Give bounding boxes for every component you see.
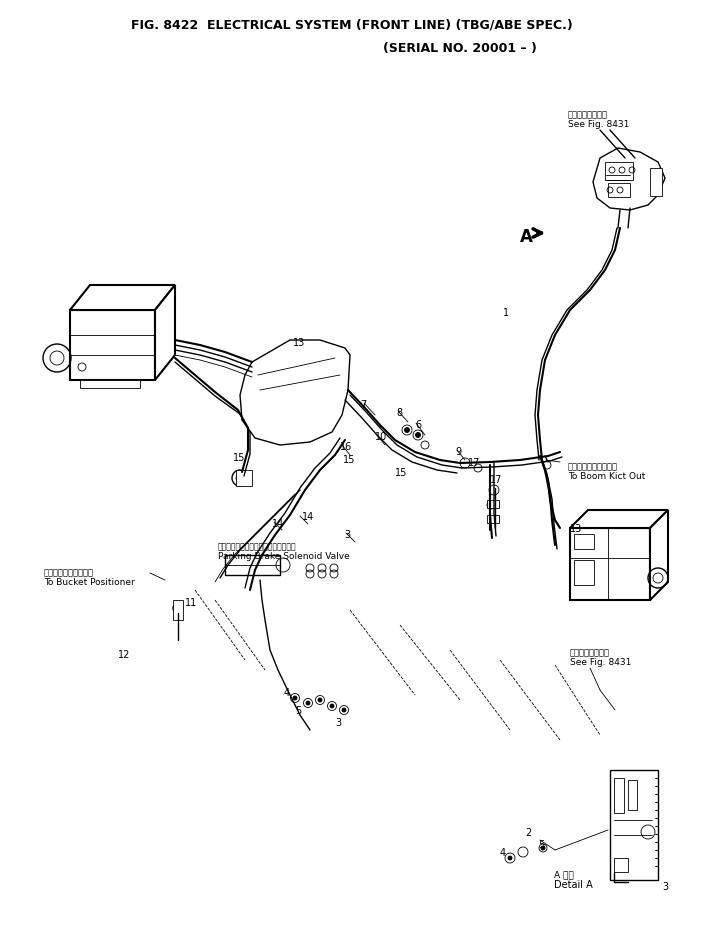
Circle shape — [330, 704, 334, 708]
Text: Parking Brake Solenoid Valve: Parking Brake Solenoid Valve — [218, 552, 350, 561]
Bar — [650, 168, 662, 196]
Text: A: A — [520, 228, 533, 246]
Polygon shape — [155, 285, 175, 380]
Text: 第８４３１図参照: 第８４３１図参照 — [570, 648, 610, 657]
Bar — [608, 183, 630, 197]
Text: 16: 16 — [340, 442, 352, 452]
Bar — [614, 858, 628, 872]
Text: A 詳細: A 詳細 — [554, 870, 574, 879]
Polygon shape — [570, 528, 650, 600]
Text: 14: 14 — [272, 519, 284, 529]
Text: 13: 13 — [570, 524, 582, 534]
Bar — [225, 555, 280, 575]
Circle shape — [508, 856, 512, 860]
Text: ブームキックアウトへ: ブームキックアウトへ — [568, 462, 618, 471]
Text: 7: 7 — [360, 400, 367, 410]
Bar — [173, 600, 183, 620]
Text: 13: 13 — [293, 338, 305, 348]
Polygon shape — [570, 510, 668, 528]
Text: 8: 8 — [396, 408, 402, 418]
Circle shape — [306, 701, 310, 705]
Text: 17: 17 — [490, 475, 503, 485]
Text: 17: 17 — [468, 458, 480, 468]
Text: 6: 6 — [415, 420, 421, 430]
Text: 1: 1 — [503, 308, 509, 318]
Text: 15: 15 — [343, 455, 355, 465]
Text: バケットポジショナへ: バケットポジショナへ — [44, 568, 94, 577]
Text: 10: 10 — [375, 432, 387, 442]
Text: 4: 4 — [500, 848, 506, 858]
Circle shape — [415, 433, 420, 437]
Bar — [574, 560, 594, 585]
Bar — [628, 780, 637, 810]
Circle shape — [342, 708, 346, 712]
Bar — [574, 534, 594, 549]
Polygon shape — [70, 310, 155, 380]
Text: 3: 3 — [335, 718, 341, 728]
Bar — [487, 515, 499, 523]
Text: 15: 15 — [233, 453, 245, 463]
Text: パーキングブレーキソレノイドバルブ: パーキングブレーキソレノイドバルブ — [218, 542, 297, 551]
Polygon shape — [70, 285, 175, 310]
Text: See Fig. 8431: See Fig. 8431 — [570, 658, 632, 667]
Bar — [487, 500, 499, 508]
Text: 5: 5 — [538, 840, 544, 850]
Bar — [605, 162, 633, 180]
Polygon shape — [240, 340, 350, 445]
Text: 12: 12 — [118, 650, 130, 660]
Polygon shape — [593, 148, 665, 210]
Text: (SERIAL NO. 20001 – ): (SERIAL NO. 20001 – ) — [383, 42, 537, 55]
Text: 4: 4 — [284, 688, 290, 698]
Text: 3: 3 — [662, 882, 668, 892]
Text: 11: 11 — [185, 598, 197, 608]
Text: 2: 2 — [525, 828, 532, 838]
Text: 15: 15 — [395, 468, 407, 478]
Text: 14: 14 — [302, 512, 314, 522]
Circle shape — [293, 696, 297, 700]
Bar — [610, 770, 658, 880]
Text: 5: 5 — [295, 706, 301, 716]
Text: To Boom Kict Out: To Boom Kict Out — [568, 472, 645, 481]
Circle shape — [318, 698, 322, 702]
Bar — [614, 778, 624, 813]
Polygon shape — [650, 510, 668, 600]
Bar — [236, 470, 252, 486]
Text: Detail A: Detail A — [554, 880, 593, 890]
Text: See Fig. 8431: See Fig. 8431 — [568, 120, 630, 129]
Text: FIG. 8422  ELECTRICAL SYSTEM (FRONT LINE) (TBG/ABE SPEC.): FIG. 8422 ELECTRICAL SYSTEM (FRONT LINE)… — [131, 18, 573, 31]
Text: To Bucket Positioner: To Bucket Positioner — [44, 578, 135, 587]
Circle shape — [541, 846, 545, 850]
Text: 9: 9 — [455, 447, 461, 457]
Text: 第８４３１図参照: 第８４３１図参照 — [568, 110, 608, 119]
Circle shape — [405, 428, 410, 433]
Text: 3: 3 — [344, 530, 350, 540]
Bar — [80, 380, 140, 388]
